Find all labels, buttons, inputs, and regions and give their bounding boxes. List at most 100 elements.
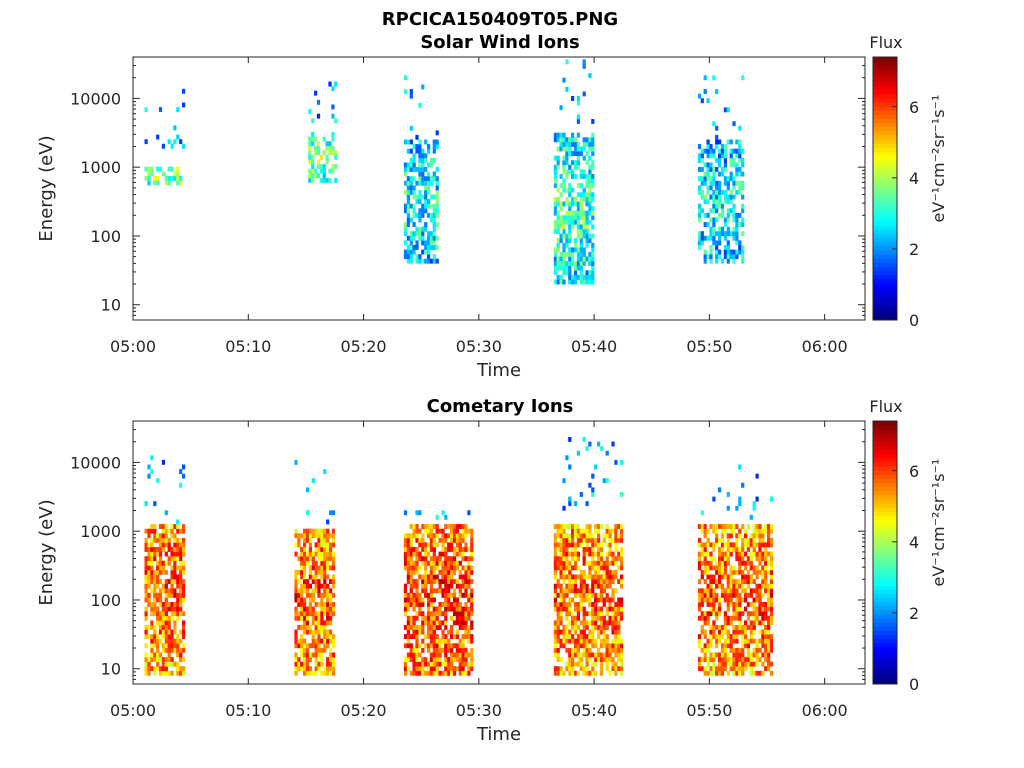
heatmap-cell <box>438 638 442 644</box>
heatmap-cell <box>568 210 572 216</box>
heatmap-cell <box>749 556 753 562</box>
heatmap-cell <box>161 661 165 667</box>
heatmap-cell <box>179 588 183 594</box>
heatmap-cell <box>571 174 575 179</box>
heatmap-cell <box>565 86 569 92</box>
heatmap-cell <box>553 670 557 676</box>
heatmap-cell <box>294 459 298 465</box>
heatmap-cell <box>173 643 177 649</box>
heatmap-cell <box>458 533 462 539</box>
heatmap-cell <box>703 579 707 584</box>
heatmap-cell <box>167 615 171 621</box>
heatmap-cell <box>331 136 335 142</box>
colorbar-segment <box>873 180 897 185</box>
heatmap-cell <box>562 270 566 276</box>
heatmap-cell <box>559 192 563 198</box>
heatmap-cell <box>582 141 586 147</box>
heatmap-cell <box>559 201 563 207</box>
heatmap-cell <box>314 528 318 534</box>
heatmap-cell <box>167 547 171 552</box>
heatmap-cell <box>769 574 774 580</box>
heatmap-cell <box>435 611 439 617</box>
heatmap-cell <box>308 670 312 676</box>
heatmap-cell <box>176 171 180 177</box>
heatmap-cell <box>450 657 454 662</box>
heatmap-cell <box>752 505 756 511</box>
heatmap-cell <box>144 556 148 562</box>
heatmap-cell <box>579 629 583 635</box>
x-tick-label: 05:00 <box>110 337 156 356</box>
heatmap-cell <box>461 537 465 543</box>
heatmap-cell <box>582 256 586 262</box>
heatmap-cell <box>597 625 601 630</box>
heatmap-cell <box>311 579 315 584</box>
heatmap-cell <box>579 542 583 548</box>
colorbar-segment <box>873 605 897 611</box>
heatmap-cell <box>726 638 730 644</box>
heatmap-cell <box>461 533 465 539</box>
heatmap-cell <box>467 625 471 630</box>
y-tick-label: 100 <box>90 591 121 610</box>
heatmap-cell <box>617 524 621 529</box>
heatmap-cell <box>314 560 318 566</box>
heatmap-cell <box>418 102 422 108</box>
heatmap-cell <box>568 215 572 221</box>
heatmap-cell <box>697 235 702 241</box>
heatmap-cell <box>176 551 180 557</box>
heatmap-cell <box>412 231 416 237</box>
heatmap-cell <box>435 606 439 612</box>
heatmap-cell <box>697 634 702 639</box>
heatmap-cell <box>323 638 327 644</box>
heatmap-cell <box>602 537 606 543</box>
heatmap-cell <box>700 647 704 653</box>
heatmap-cell <box>427 611 431 617</box>
heatmap-cell <box>706 185 710 191</box>
heatmap-cell <box>305 666 310 672</box>
heatmap-cell <box>565 537 569 543</box>
heatmap-cell <box>706 602 710 607</box>
heatmap-cell <box>746 547 750 552</box>
heatmap-cell <box>556 155 560 161</box>
heatmap-cell <box>441 611 445 617</box>
heatmap-cell <box>599 620 604 626</box>
heatmap-cell <box>697 551 702 557</box>
heatmap-cell <box>412 194 416 200</box>
heatmap-cell <box>585 597 589 603</box>
heatmap-cell <box>176 670 180 676</box>
heatmap-cell <box>588 238 592 244</box>
heatmap-cell <box>715 157 719 163</box>
heatmap-cell <box>447 547 451 552</box>
heatmap-cell <box>582 169 586 175</box>
heatmap-cell <box>308 150 312 156</box>
heatmap-cell <box>322 173 326 179</box>
heatmap-cell <box>712 592 716 598</box>
heatmap-cell <box>421 556 425 562</box>
heatmap-cell <box>415 547 419 552</box>
heatmap-cell <box>447 574 451 580</box>
heatmap-cell <box>435 185 439 191</box>
heatmap-cell <box>553 620 557 626</box>
heatmap-cell <box>418 606 422 612</box>
heatmap-cell <box>323 542 327 548</box>
heatmap-cell <box>164 579 168 584</box>
heatmap-cell <box>415 615 419 621</box>
heatmap-cell <box>323 620 327 626</box>
heatmap-cell <box>602 569 606 575</box>
heatmap-cell <box>568 164 572 170</box>
heatmap-cell <box>424 657 428 662</box>
heatmap-cell <box>314 588 318 594</box>
heatmap-cell <box>294 588 298 594</box>
heatmap-cell <box>435 199 439 204</box>
heatmap-cell <box>412 208 416 214</box>
heatmap-cell <box>156 583 160 589</box>
heatmap-cell <box>562 155 566 161</box>
colorbar-segment <box>873 61 897 66</box>
heatmap-cell <box>571 279 575 285</box>
heatmap-cell <box>582 155 586 161</box>
heatmap-cell <box>735 556 739 562</box>
heatmap-cell <box>712 547 716 552</box>
heatmap-cell <box>706 148 710 154</box>
heatmap-cell <box>424 258 428 264</box>
heatmap-cell <box>709 560 713 566</box>
heatmap-cell <box>435 139 439 145</box>
